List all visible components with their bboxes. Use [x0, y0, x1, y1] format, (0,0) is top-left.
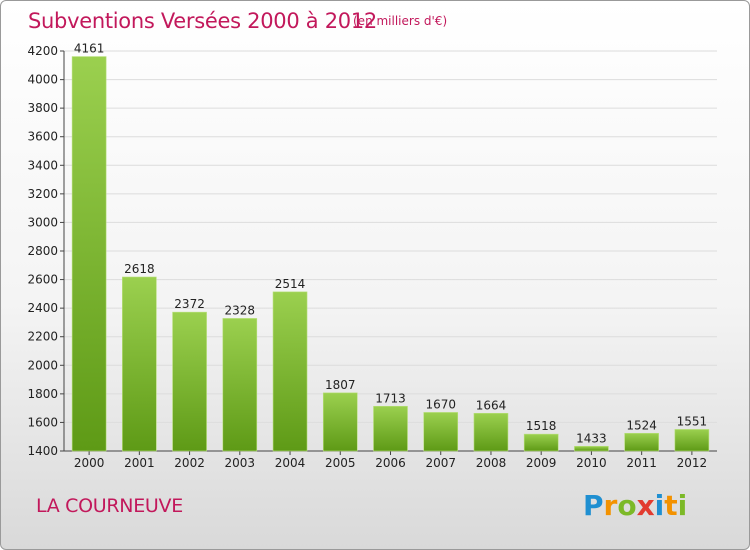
bar-2003 — [222, 318, 258, 452]
y-tick-label: 3400 — [27, 158, 58, 172]
y-tick-label: 2600 — [27, 273, 58, 287]
y-tick-label: 1400 — [27, 444, 58, 458]
data-label: 1433 — [576, 431, 607, 445]
data-label: 1713 — [375, 391, 406, 405]
data-label: 1807 — [325, 378, 356, 392]
y-tick-label: 2400 — [27, 301, 58, 315]
data-label: 1518 — [526, 419, 557, 433]
logo-letter: i — [654, 489, 665, 522]
data-label: 2372 — [174, 297, 205, 311]
x-tick-label: 2008 — [476, 456, 507, 470]
logo-letter: t — [664, 489, 678, 522]
data-label: 1524 — [626, 418, 657, 432]
y-tick-label: 3600 — [27, 130, 58, 144]
x-tick-label: 2011 — [626, 456, 657, 470]
x-tick-label: 2007 — [425, 456, 456, 470]
data-label: 2618 — [124, 262, 155, 276]
logo-letter: x — [636, 489, 655, 522]
x-tick-label: 2003 — [225, 456, 256, 470]
bar-2008 — [473, 412, 509, 452]
y-tick-label: 1800 — [27, 387, 58, 401]
x-tick-label: 2000 — [74, 456, 105, 470]
bar-2009 — [523, 433, 559, 452]
y-tick-label: 4000 — [27, 73, 58, 87]
data-label: 2328 — [225, 303, 256, 317]
data-label: 4161 — [74, 42, 105, 56]
bar-2012 — [674, 429, 710, 452]
bar-2005 — [322, 392, 358, 452]
y-tick-label: 2200 — [27, 330, 58, 344]
logo-letter: P — [583, 489, 604, 522]
bar-2006 — [373, 405, 408, 452]
chart-title: Subventions Versées 2000 à 2012 — [28, 9, 377, 33]
bar-2010 — [574, 445, 609, 452]
x-tick-label: 2010 — [576, 456, 607, 470]
y-tick-label: 2800 — [27, 244, 58, 258]
y-tick-label: 2000 — [27, 358, 58, 372]
data-labels: 4161 2618 2372 2328 2514 1807 1713 1670 1664 1518… — [74, 42, 707, 446]
data-label: 1670 — [425, 397, 456, 411]
logo-letter: o — [617, 489, 637, 522]
unit-label: (en milliers d'€) — [353, 14, 448, 28]
y-tick-label: 3800 — [27, 101, 58, 115]
x-tick-label: 2002 — [174, 456, 205, 470]
bar-2007 — [423, 412, 459, 452]
x-tick-label: 2005 — [325, 456, 356, 470]
y-tick-label: 3000 — [27, 215, 58, 229]
bar-2000 — [71, 56, 107, 452]
axes: 1400 1600 1800 2000 2200 2400 2600 2800 3000 3200… — [27, 44, 717, 470]
x-tick-label: 2001 — [124, 456, 155, 470]
data-label: 1664 — [476, 398, 507, 412]
y-tick-label: 3200 — [27, 187, 58, 201]
x-tick-label: 2012 — [677, 456, 708, 470]
bars — [71, 56, 710, 452]
logo-letter: i — [677, 489, 688, 522]
logo-letter: r — [603, 489, 618, 522]
y-tick-label: 1600 — [27, 415, 58, 429]
bar-2011 — [624, 432, 659, 452]
bar-2001 — [122, 276, 157, 452]
city-name: LA COURNEUVE — [36, 495, 183, 517]
bar-2002 — [172, 311, 207, 452]
y-tick-label: 4200 — [27, 44, 58, 58]
bar-2004 — [272, 291, 308, 452]
x-tick-label: 2009 — [526, 456, 557, 470]
x-tick-label: 2006 — [375, 456, 406, 470]
data-label: 1551 — [677, 414, 708, 428]
data-label: 2514 — [275, 277, 306, 291]
proxiti-logo: Proxiti — [583, 489, 687, 522]
x-tick-label: 2004 — [275, 456, 306, 470]
